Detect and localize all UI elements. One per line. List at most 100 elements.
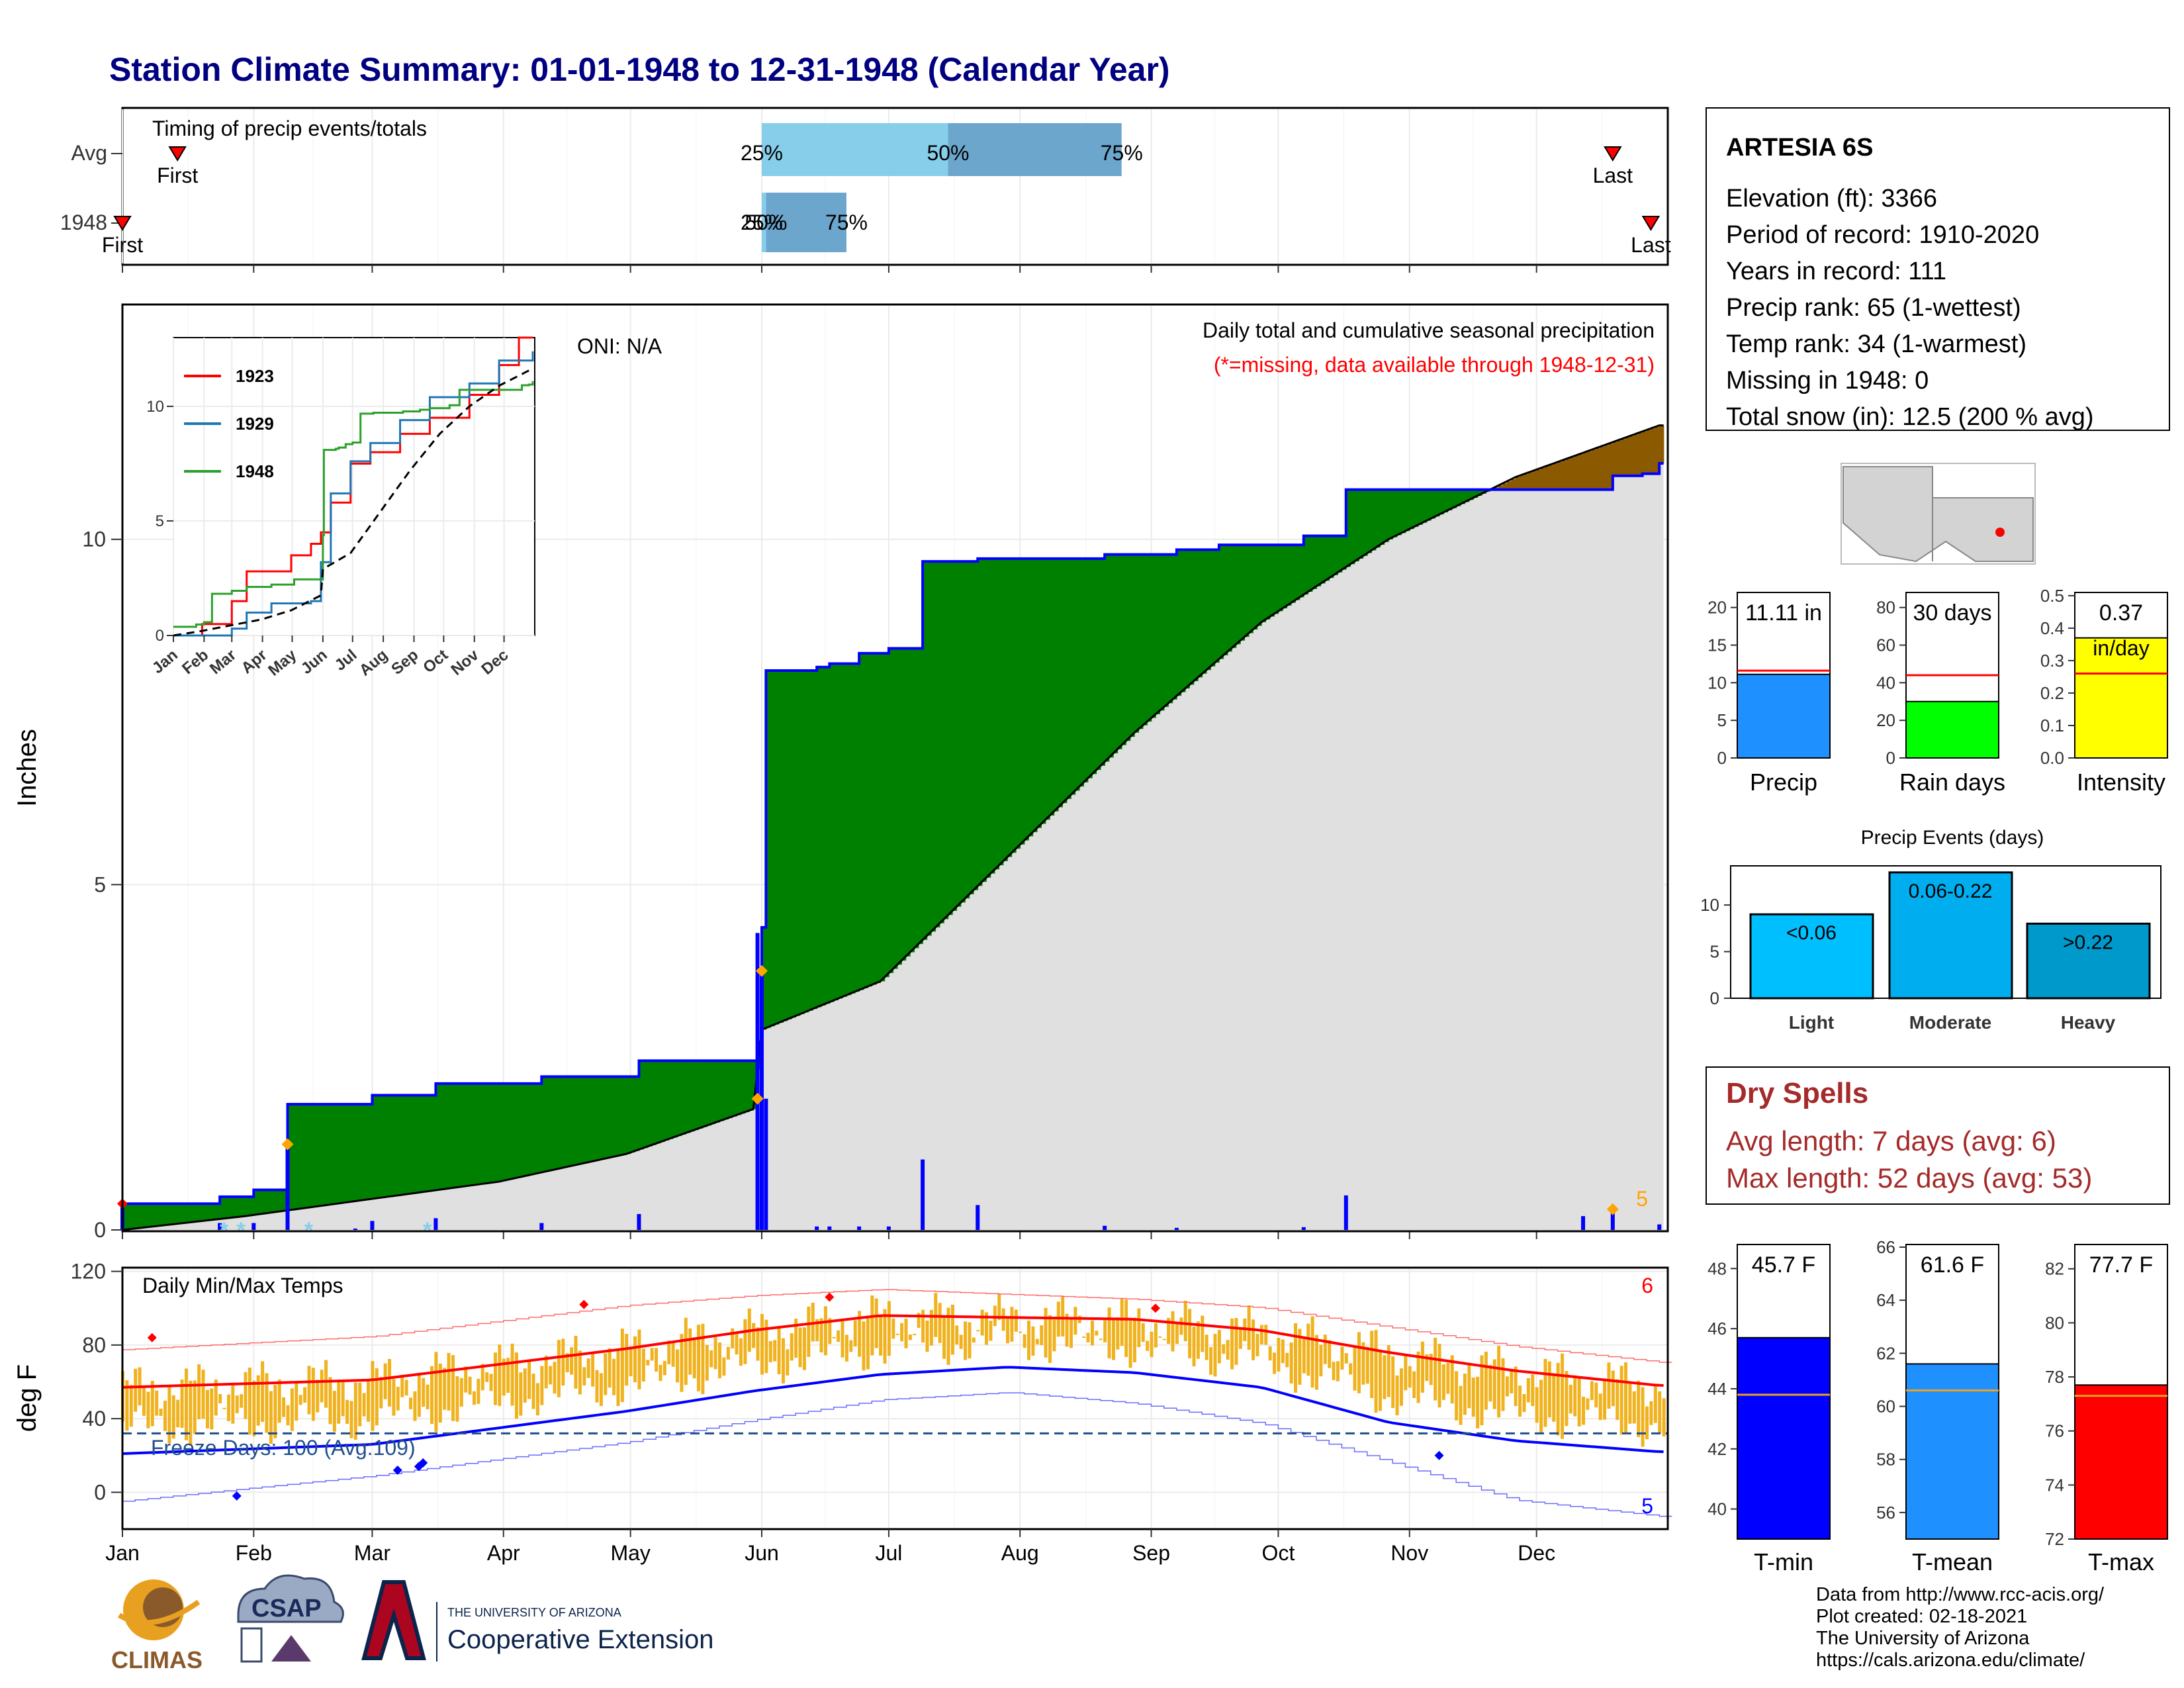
above-normal-segment bbox=[1295, 545, 1300, 600]
above-normal-segment bbox=[770, 670, 775, 1027]
above-normal-segment bbox=[537, 1083, 543, 1174]
below-normal-segment bbox=[1541, 468, 1546, 490]
above-normal-segment bbox=[1054, 558, 1059, 812]
daily-precip-bar bbox=[857, 1226, 862, 1230]
stat-bar-tick-label: 46 bbox=[1707, 1319, 1727, 1338]
daily-temp-bar bbox=[1128, 1318, 1132, 1368]
daily-temp-bar bbox=[358, 1382, 362, 1427]
daily-temp-bar bbox=[900, 1323, 904, 1342]
above-normal-segment bbox=[482, 1083, 487, 1184]
above-normal-segment bbox=[901, 648, 907, 961]
daily-temp-bar bbox=[1455, 1371, 1459, 1421]
below-normal-segment bbox=[1591, 449, 1597, 490]
daily-temp-bar bbox=[455, 1376, 459, 1422]
daily-temp-bar bbox=[616, 1348, 620, 1407]
daily-temp-bar bbox=[604, 1353, 608, 1395]
daily-temp-bar bbox=[1035, 1338, 1039, 1344]
above-normal-segment bbox=[803, 670, 809, 1013]
daily-temp-bar bbox=[1238, 1329, 1242, 1349]
timing-q75-label: 75% bbox=[825, 211, 868, 234]
temp-ylabel: deg F bbox=[13, 1364, 42, 1432]
events-tick-label: 0 bbox=[1710, 988, 1719, 1008]
daily-temp-bar bbox=[1332, 1362, 1336, 1380]
daily-temp-bar bbox=[1615, 1379, 1619, 1421]
above-normal-segment bbox=[681, 1060, 686, 1135]
below-normal-segment bbox=[1583, 452, 1588, 490]
daily-temp-bar bbox=[210, 1388, 214, 1430]
daily-temp-bar bbox=[519, 1372, 523, 1416]
above-normal-segment bbox=[571, 1076, 576, 1166]
above-normal-segment bbox=[614, 1076, 619, 1157]
station-name: ARTESIA 6S bbox=[1726, 134, 1873, 162]
freeze-days-label: Freeze Days: 100 (Avg:109) bbox=[151, 1436, 416, 1460]
record-low-marker bbox=[418, 1458, 428, 1468]
above-normal-segment bbox=[334, 1104, 340, 1204]
below-normal-segment bbox=[1520, 475, 1525, 490]
daily-temp-bar bbox=[950, 1304, 954, 1355]
stat-bar-tick-label: 62 bbox=[1876, 1343, 1895, 1363]
stat-bar-fill bbox=[1905, 700, 1999, 759]
month-tick-label: Jan bbox=[105, 1541, 140, 1565]
above-normal-segment bbox=[232, 1196, 238, 1218]
daily-temp-bar bbox=[1095, 1331, 1099, 1336]
above-normal-segment bbox=[1096, 558, 1101, 771]
daily-temp-bar bbox=[1480, 1355, 1484, 1426]
month-tick-label: May bbox=[610, 1541, 650, 1565]
daily-temp-bar bbox=[341, 1380, 345, 1417]
above-normal-segment bbox=[774, 670, 780, 1025]
daily-temp-bar bbox=[985, 1312, 989, 1345]
daily-temp-bar bbox=[451, 1355, 455, 1421]
above-normal-segment bbox=[199, 1203, 204, 1222]
events-category-label: Moderate bbox=[1909, 1012, 1991, 1033]
daily-temp-bar bbox=[277, 1379, 281, 1423]
above-normal-segment bbox=[406, 1095, 411, 1195]
above-normal-segment bbox=[152, 1203, 157, 1227]
above-normal-segment bbox=[249, 1196, 255, 1216]
daily-temp-bar bbox=[1328, 1340, 1332, 1368]
stat-bar-value-label: 30 days bbox=[1913, 600, 1991, 626]
daily-temp-bar bbox=[1086, 1333, 1090, 1342]
inset-series-1948 bbox=[173, 381, 534, 628]
below-normal-segment bbox=[1617, 440, 1622, 476]
above-normal-segment bbox=[1214, 549, 1220, 663]
above-normal-segment bbox=[257, 1190, 263, 1215]
daily-temp-bar bbox=[1073, 1307, 1077, 1335]
above-normal-segment bbox=[660, 1060, 665, 1143]
above-normal-segment bbox=[732, 1060, 737, 1117]
above-normal-segment bbox=[215, 1203, 220, 1220]
timing-panel: Timing of precip events/totals Avg 25% 50%… bbox=[60, 107, 1671, 273]
stat-bar-fill bbox=[1737, 673, 1831, 759]
daily-temp-bar bbox=[1310, 1316, 1314, 1388]
daily-temp-bar bbox=[400, 1375, 404, 1397]
below-normal-segment bbox=[1600, 446, 1605, 490]
csap-logo: CSAP bbox=[237, 1574, 344, 1663]
above-normal-segment bbox=[1236, 545, 1241, 645]
daily-precip-bar bbox=[755, 933, 760, 1230]
daily-temp-bar bbox=[786, 1349, 790, 1376]
daily-precip-bar bbox=[539, 1223, 544, 1230]
daily-temp-bar bbox=[1598, 1393, 1602, 1421]
stat-bar-tick-label: 56 bbox=[1876, 1503, 1895, 1523]
daily-temp-bar bbox=[1535, 1387, 1539, 1423]
stat-bar-tick-label: 66 bbox=[1876, 1237, 1895, 1257]
daily-temp-bar bbox=[1607, 1362, 1611, 1409]
daily-temp-bar bbox=[760, 1314, 764, 1375]
daily-temp-bar bbox=[1289, 1342, 1293, 1383]
daily-temp-bar bbox=[815, 1319, 819, 1342]
daily-temp-bar bbox=[959, 1335, 963, 1349]
daily-temp-bar bbox=[828, 1318, 832, 1344]
daily-temp-bar bbox=[1205, 1335, 1208, 1360]
above-normal-segment bbox=[736, 1060, 741, 1115]
above-normal-segment bbox=[812, 670, 817, 1009]
above-normal-segment bbox=[143, 1203, 149, 1228]
timing-row-label: Avg bbox=[71, 141, 107, 165]
record-low-marker bbox=[392, 1465, 402, 1475]
below-normal-segment bbox=[1570, 457, 1576, 490]
above-normal-segment bbox=[1265, 545, 1271, 620]
stat-bar-category-label: T-min bbox=[1754, 1548, 1813, 1575]
below-normal-segment bbox=[1553, 463, 1559, 490]
inset-legend-label: 1923 bbox=[236, 366, 274, 386]
events-bar-label: 0.06-0.22 bbox=[1909, 880, 1993, 902]
daily-temp-bar bbox=[1531, 1374, 1535, 1407]
